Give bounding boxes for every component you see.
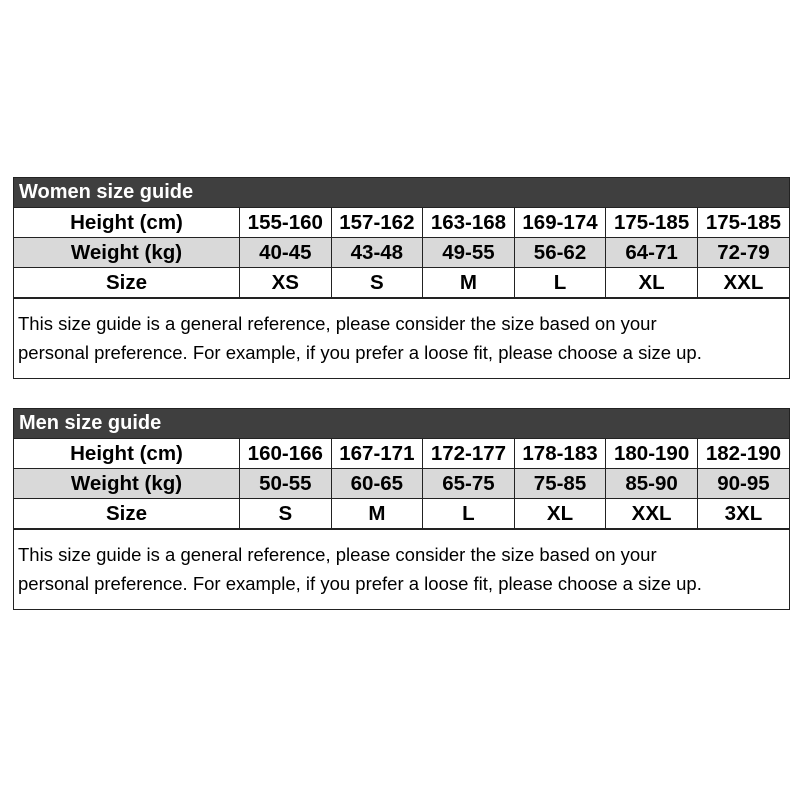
- men-guide-title: Men size guide: [14, 409, 789, 439]
- table-row: Size XS S M L XL XXL: [14, 267, 789, 298]
- table-cell: XS: [239, 267, 332, 298]
- table-cell: 90-95: [696, 468, 789, 499]
- row-label: Height (cm): [14, 208, 240, 238]
- table-row: Height (cm) 160-166 167-171 172-177 178-183 1…: [14, 439, 789, 469]
- table-cell: 40-45: [239, 237, 332, 268]
- table-cell: 175-185: [696, 208, 789, 238]
- table-cell: S: [239, 498, 332, 529]
- table-cell: 178-183: [513, 439, 607, 469]
- row-label: Weight (kg): [14, 237, 240, 268]
- row-label: Size: [14, 267, 240, 298]
- table-cell: 155-160: [239, 208, 332, 238]
- table-cell: 3XL: [696, 498, 789, 529]
- table-row: Height (cm) 155-160 157-162 163-168 169-174 1…: [14, 208, 789, 238]
- note-line: personal preference. For example, if you…: [18, 342, 702, 363]
- note-line: This size guide is a general reference, …: [18, 544, 657, 565]
- women-size-guide: Women size guide Height (cm) 155-160 157-1…: [13, 177, 790, 379]
- table-cell: 175-185: [605, 208, 698, 238]
- women-guide-title: Women size guide: [14, 178, 789, 208]
- table-cell: M: [330, 498, 424, 529]
- note-line: This size guide is a general reference, …: [18, 313, 657, 334]
- table-cell: 167-171: [330, 439, 424, 469]
- table-cell: 65-75: [422, 468, 515, 499]
- table-cell: 169-174: [513, 208, 607, 238]
- men-size-guide: Men size guide Height (cm) 160-166 167-171…: [13, 408, 790, 610]
- table-cell: 56-62: [513, 237, 607, 268]
- table-cell: 182-190: [696, 439, 789, 469]
- table-cell: XXL: [605, 498, 698, 529]
- table-cell: L: [513, 267, 607, 298]
- table-cell: 180-190: [605, 439, 698, 469]
- table-cell: 60-65: [330, 468, 424, 499]
- table-row: Size S M L XL XXL 3XL: [14, 498, 789, 529]
- table-row: Weight (kg) 40-45 43-48 49-55 56-62 64-71 72-7…: [14, 237, 789, 268]
- table-row: Weight (kg) 50-55 60-65 65-75 75-85 85-90 90-9…: [14, 468, 789, 499]
- row-label: Size: [14, 498, 240, 529]
- table-cell: S: [330, 267, 424, 298]
- men-guide-note: This size guide is a general reference, …: [14, 529, 789, 609]
- row-label: Height (cm): [14, 439, 240, 469]
- table-cell: L: [422, 498, 515, 529]
- table-cell: XL: [513, 498, 607, 529]
- table-cell: 72-79: [696, 237, 789, 268]
- table-cell: 163-168: [422, 208, 515, 238]
- table-cell: XL: [605, 267, 698, 298]
- note-line: personal preference. For example, if you…: [18, 573, 702, 594]
- table-cell: XXL: [696, 267, 789, 298]
- women-size-table: Height (cm) 155-160 157-162 163-168 169-174 1…: [14, 208, 789, 298]
- table-cell: M: [422, 267, 515, 298]
- table-cell: 50-55: [239, 468, 332, 499]
- table-cell: 85-90: [605, 468, 698, 499]
- table-cell: 172-177: [422, 439, 515, 469]
- men-size-table: Height (cm) 160-166 167-171 172-177 178-183 1…: [14, 439, 789, 529]
- table-cell: 49-55: [422, 237, 515, 268]
- row-label: Weight (kg): [14, 468, 240, 499]
- women-guide-note: This size guide is a general reference, …: [14, 298, 789, 378]
- table-cell: 75-85: [513, 468, 607, 499]
- table-cell: 43-48: [330, 237, 424, 268]
- table-cell: 160-166: [239, 439, 332, 469]
- table-cell: 64-71: [605, 237, 698, 268]
- table-cell: 157-162: [330, 208, 424, 238]
